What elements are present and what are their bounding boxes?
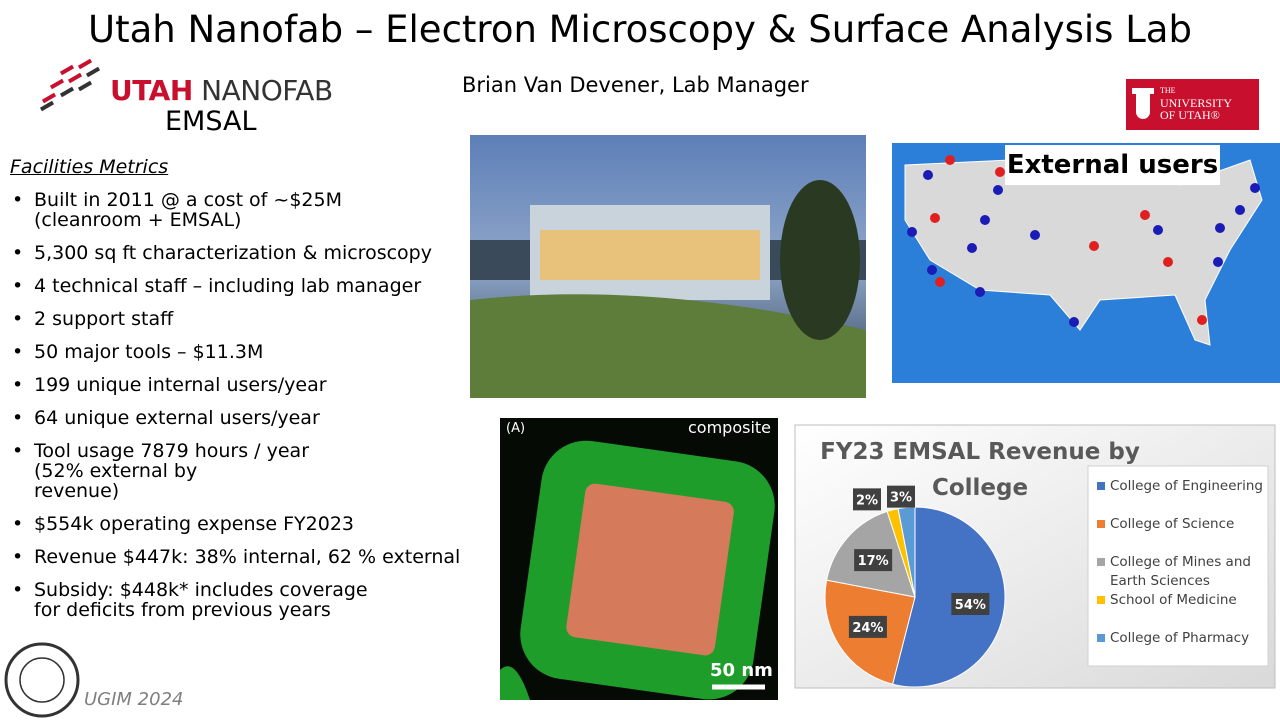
legend-entry: School of Medicine <box>1097 591 1270 629</box>
bullet-line: Built in 2011 @ a cost of ~$25M <box>34 189 342 211</box>
university-u <box>1132 88 1154 119</box>
micrograph-panel: (A) <box>506 421 526 436</box>
legend-label: College of Science <box>1110 516 1235 532</box>
bullet-line: for deficits from previous years <box>34 599 331 621</box>
bullet-line: revenue) <box>34 480 120 502</box>
lab-manager: Brian Van Devener, Lab Manager <box>462 73 809 97</box>
bullet-line: 50 major tools – $11.3M <box>34 341 264 363</box>
legend-swatch <box>1097 634 1105 642</box>
bullet-line: Tool usage 7879 hours / year <box>34 440 309 462</box>
university-of-utah: OF UTAH® <box>1160 108 1220 122</box>
university-the: THE <box>1160 86 1176 95</box>
university-name: UNIVERSITY <box>1160 96 1232 110</box>
bullet: Built in 2011 @ a cost of ~$25M(cleanroo… <box>10 190 480 230</box>
data-label-bg <box>887 485 915 508</box>
legend-label: College of Mines and Earth Sciences <box>1110 554 1251 589</box>
university-text: THE UNIVERSITY OF UTAH® <box>1160 85 1232 121</box>
slide-title: Utah Nanofab – Electron Microscopy & Sur… <box>88 8 1192 51</box>
bullet-line: 2 support staff <box>34 308 174 330</box>
legend-entry: College of Pharmacy <box>1097 629 1270 667</box>
metrics-heading: Facilities Metrics <box>10 156 169 178</box>
logo-emsal: EMSAL <box>165 106 257 137</box>
data-label: 54% <box>955 598 986 613</box>
legend-swatch <box>1097 482 1105 490</box>
bullet-line: 4 technical staff – including lab manage… <box>34 275 422 297</box>
logo-mark <box>39 58 101 112</box>
map-title: External users <box>1006 150 1219 180</box>
legend: College of Engineering College of Science… <box>1097 477 1270 667</box>
seal <box>4 642 80 718</box>
bullet: 4 technical staff – including lab manage… <box>10 276 480 296</box>
legend-swatch <box>1097 596 1105 604</box>
legend-label: College of Pharmacy <box>1110 630 1250 646</box>
bullet-line: (52% external by <box>34 460 198 482</box>
bullet: Tool usage 7879 hours / year(52% externa… <box>10 441 480 501</box>
bullet: 5,300 sq ft characterization & microscop… <box>10 243 480 263</box>
bullet-line: 199 unique internal users/year <box>34 374 327 396</box>
data-label-bg <box>951 592 990 615</box>
bullet-line: $554k operating expense FY2023 <box>34 513 355 535</box>
data-label-bg <box>848 615 887 638</box>
micrograph <box>500 418 778 700</box>
pie-slice <box>892 506 1006 688</box>
legend-label: College of Engineering <box>1110 478 1263 494</box>
legend-box <box>1087 465 1269 667</box>
us-map <box>892 143 1280 383</box>
data-label-bg <box>853 488 881 511</box>
scale-bar-label: 50 nm <box>710 660 773 681</box>
bullet-line: (cleanroom + EMSAL) <box>34 209 242 231</box>
chart-title: FY23 EMSAL Revenue by College <box>820 439 1140 501</box>
micrograph-label: composite <box>688 418 772 437</box>
legend-entry: College of Engineering <box>1097 477 1270 515</box>
data-label: 17% <box>858 554 889 569</box>
logo-utah: UTAH <box>110 74 193 107</box>
data-label-bg <box>854 549 893 572</box>
legend-entry: College of Mines and Earth Sciences <box>1097 553 1270 591</box>
seal-inner <box>19 657 65 703</box>
legend-label: School of Medicine <box>1110 592 1237 608</box>
metrics-list: Built in 2011 @ a cost of ~$25M(cleanroo… <box>10 190 480 633</box>
bullet: 50 major tools – $11.3M <box>10 342 480 362</box>
data-label: 3% <box>890 491 912 506</box>
data-label: 2% <box>856 493 878 508</box>
legend-swatch <box>1097 520 1105 528</box>
footer: UGIM 2024 <box>84 689 184 710</box>
bullet-line: 5,300 sq ft characterization & microscop… <box>34 242 432 264</box>
legend-swatch <box>1097 558 1105 566</box>
logo-nanofab: NANOFAB <box>201 74 333 107</box>
bullet: 64 unique external users/year <box>10 408 480 428</box>
logo-text: UTAH NANOFAB <box>110 74 333 107</box>
bullet-line: 64 unique external users/year <box>34 407 320 429</box>
bullet-line: Revenue $447k: 38% internal, 62 % extern… <box>34 546 461 568</box>
data-label: 24% <box>852 621 883 636</box>
bullet: $554k operating expense FY2023 <box>10 514 480 534</box>
bullet-line: Subsidy: $448k* includes coverage <box>34 579 368 601</box>
bullet: 2 support staff <box>10 309 480 329</box>
pie-chart: 54% 24% 17% 2% 3% <box>824 485 1006 688</box>
building-photo <box>470 135 866 398</box>
bullet: Revenue $447k: 38% internal, 62 % extern… <box>10 547 480 567</box>
bullet: 199 unique internal users/year <box>10 375 480 395</box>
legend-entry: College of Science <box>1097 515 1270 553</box>
